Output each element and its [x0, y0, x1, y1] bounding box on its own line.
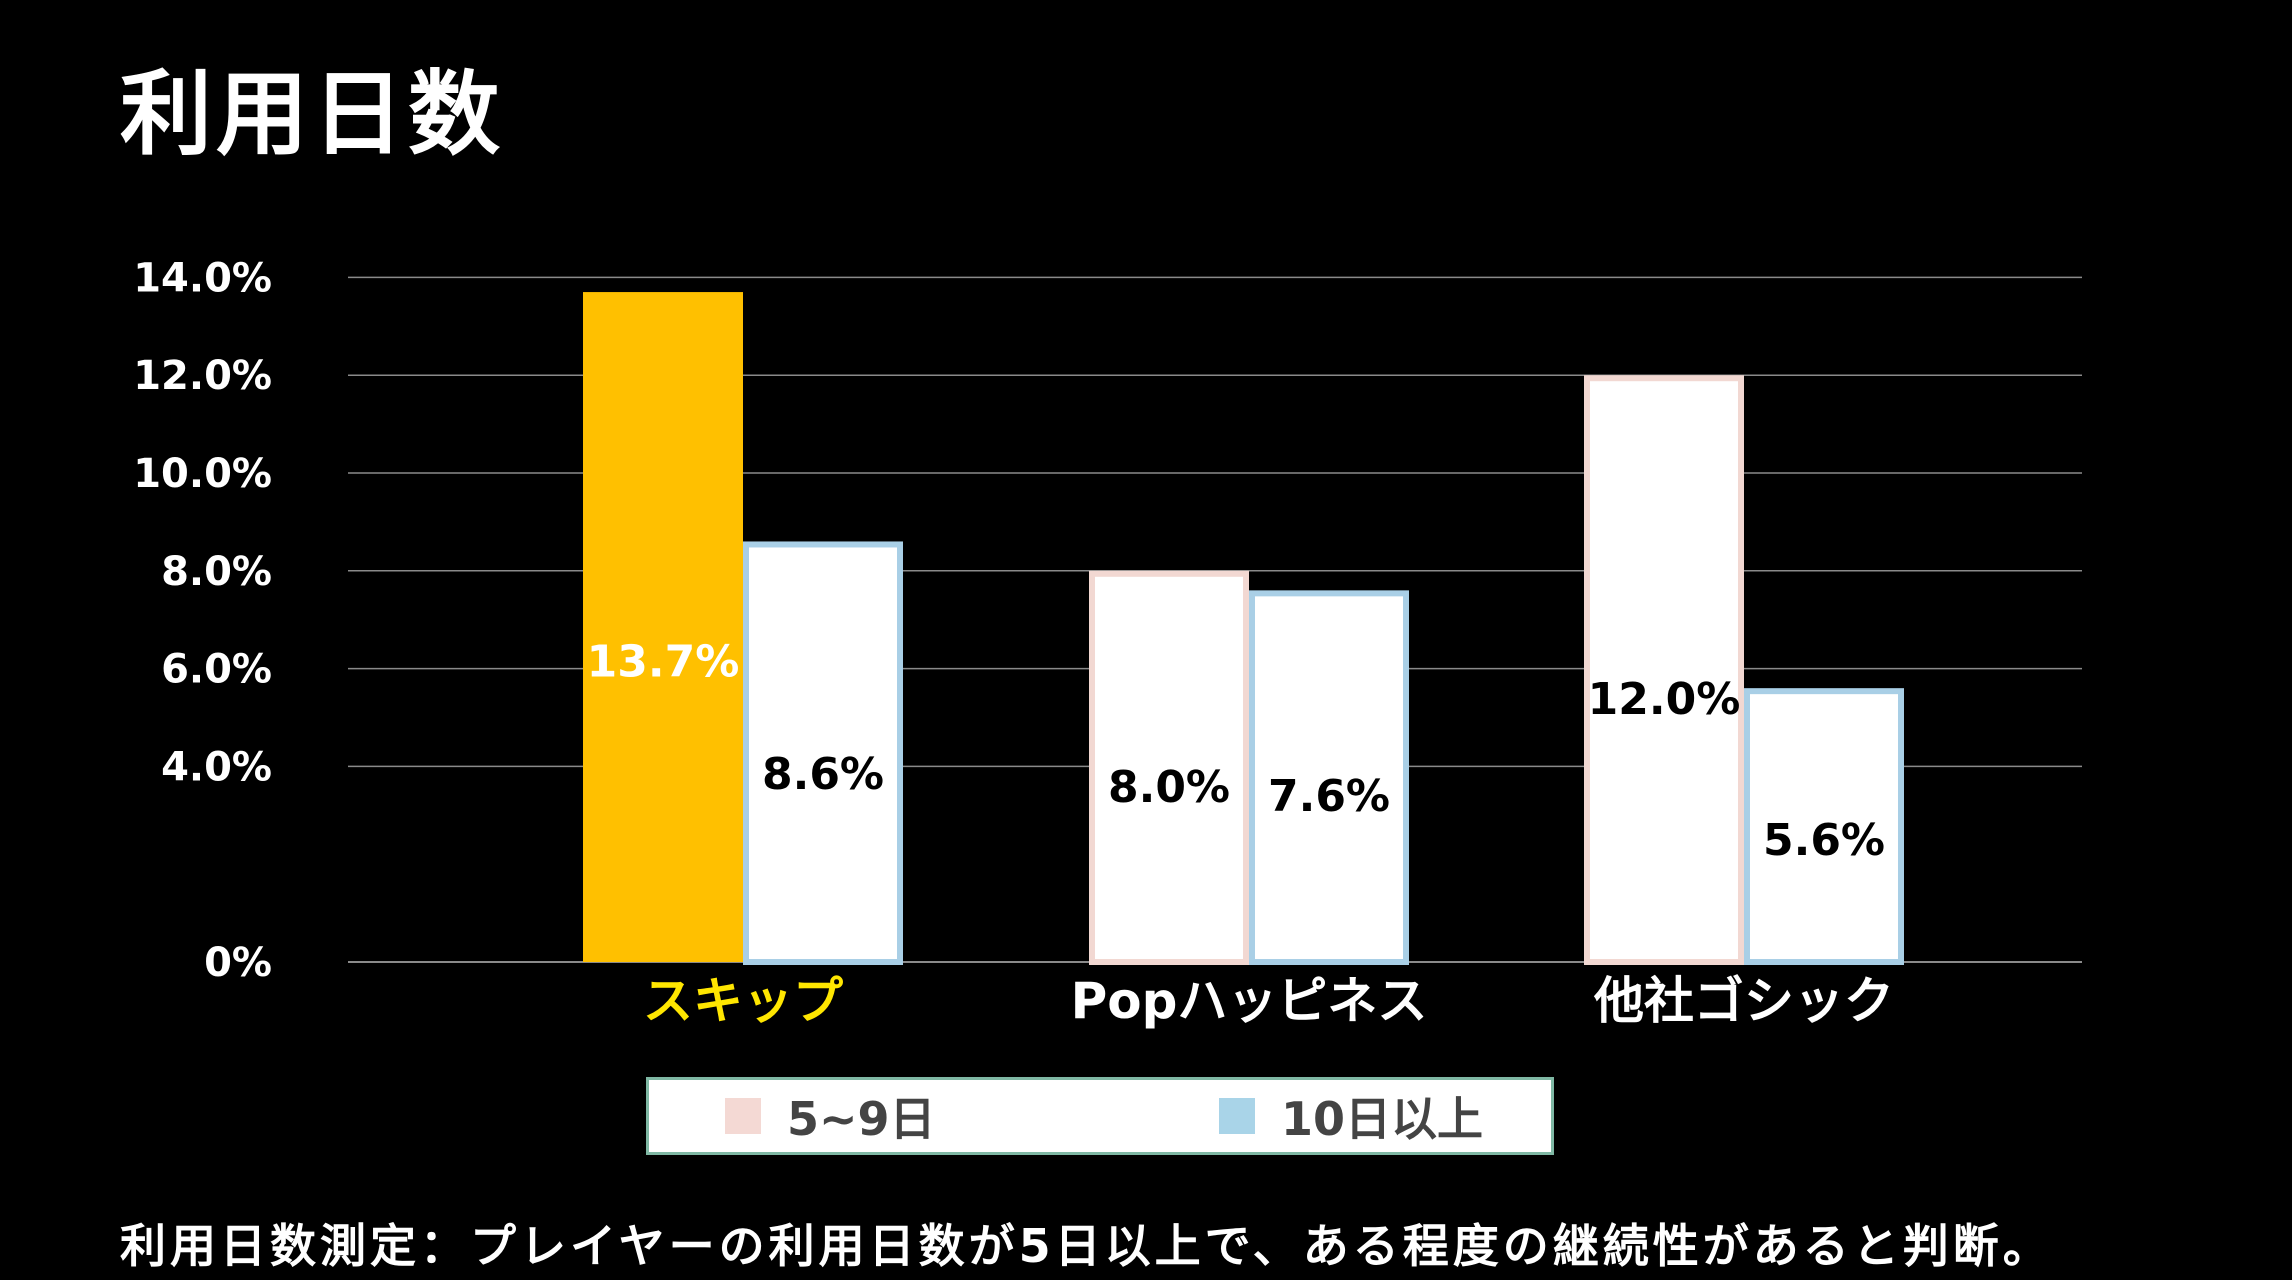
y-tick-label: 12.0%	[133, 353, 272, 399]
data-label: 13.7%	[587, 637, 740, 688]
bar	[743, 541, 903, 966]
data-label: 8.0%	[1108, 762, 1230, 813]
x-tick-label: スキップ	[643, 972, 843, 1030]
legend-label-series-a: 5~9日	[787, 1092, 936, 1146]
data-label: 7.6%	[1268, 771, 1390, 822]
footnote: 利用日数測定：プレイヤーの利用日数が5日以上で、ある程度の継続性があると判断。	[120, 1219, 2053, 1273]
bar	[1744, 688, 1904, 965]
legend-item-series-a: 5~9日	[725, 1080, 936, 1152]
legend-item-series-b: 10日以上	[1219, 1080, 1483, 1152]
page-title: 利用日数	[120, 60, 505, 168]
y-tick-label: 10.0%	[133, 451, 272, 497]
bar	[1089, 570, 1249, 965]
bar-chart: 0% 4.0% 6.0% 8.0% 10.0% 12.0% 14.0% 13.7% 8.6% スキ…	[133, 255, 2082, 1030]
bar	[1584, 375, 1744, 965]
x-tick-label: Popハッピネス	[1071, 972, 1428, 1030]
y-tick-label: 0%	[204, 940, 272, 986]
legend-swatch-series-a	[725, 1098, 761, 1134]
y-tick-label: 8.0%	[161, 549, 272, 595]
data-label: 8.6%	[762, 749, 884, 800]
data-label: 5.6%	[1763, 815, 1885, 866]
y-tick-label: 4.0%	[161, 744, 272, 790]
bar	[1249, 590, 1409, 965]
y-tick-label: 14.0%	[133, 255, 272, 301]
legend-swatch-series-b	[1219, 1098, 1255, 1134]
bar	[583, 292, 743, 962]
legend-label-series-b: 10日以上	[1281, 1092, 1484, 1146]
chart-legend: 5~9日 10日以上	[646, 1077, 1554, 1155]
y-tick-label: 6.0%	[161, 647, 272, 693]
x-tick-label: 他社ゴシック	[1593, 972, 1894, 1030]
data-label: 12.0%	[1588, 674, 1741, 725]
